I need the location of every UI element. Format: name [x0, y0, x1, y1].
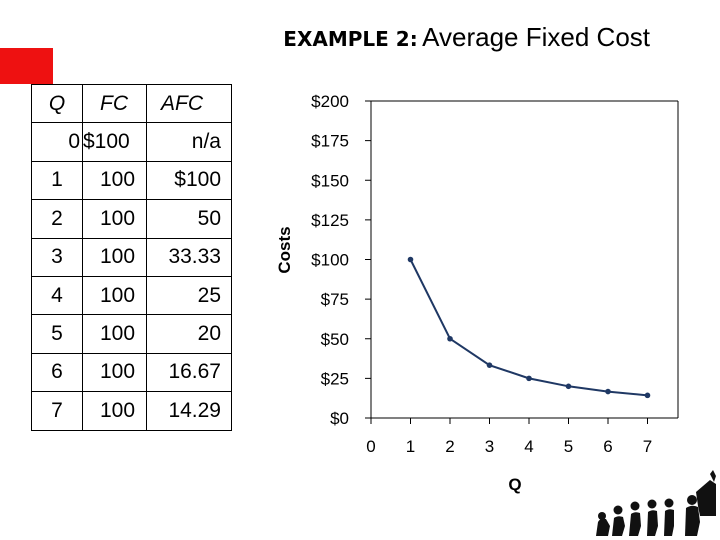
cell-afc: 33.33 — [146, 237, 232, 277]
cell-afc: n/a — [146, 122, 232, 162]
cell-afc: 14.29 — [146, 391, 232, 431]
y-tick-label: $200 — [311, 92, 349, 111]
x-tick-label: 5 — [564, 437, 573, 456]
afc-data-point — [526, 375, 532, 382]
cell-afc: 50 — [146, 199, 232, 239]
y-tick-label: $25 — [321, 369, 349, 388]
afc-data-point — [447, 335, 453, 342]
afc-series-line — [409, 259, 648, 397]
cost-table: Q FC AFC 0 $100 n/a 1 100 $100 2 100 5 0 … — [31, 83, 232, 431]
table-row: 6 100 16.67 — [31, 352, 232, 393]
axes-layer: $0 $25 $50 $75 $100 $125 $150 $175 $200 0 1 2 3 4 5 6 7 — [311, 92, 679, 456]
slide-title: EXAMPLE 2: Average Fixed Cost — [0, 22, 650, 53]
y-tick-label: $175 — [311, 132, 349, 151]
header-q: Q — [31, 83, 83, 124]
table-row: 7 100 14.29 — [31, 391, 232, 431]
cell-q: 3 — [31, 237, 83, 277]
y-tick-label: $0 — [330, 409, 349, 428]
cell-fc: 100 — [82, 275, 147, 316]
table-row: 5 100 20 — [31, 314, 232, 354]
y-tick-label: $50 — [321, 330, 349, 349]
table-row: 4 100 25 — [31, 275, 232, 316]
cell-q: 0 — [31, 122, 83, 162]
cell-q: 4 — [31, 275, 83, 316]
cell-afc: 25 — [146, 275, 232, 316]
x-tick-label: 4 — [524, 437, 533, 456]
table-row: 3 100 33.33 — [31, 237, 232, 277]
table-row: 1 100 $100 — [31, 160, 232, 201]
cell-fc: $100 — [82, 122, 147, 162]
slide-title-prefix: EXAMPLE 2: — [283, 27, 418, 51]
x-tick-label: 6 — [603, 437, 612, 456]
x-tick-label: 1 — [406, 437, 415, 456]
cell-q: 2 — [31, 199, 83, 239]
cell-q: 1 — [31, 160, 83, 201]
y-tick-label: $125 — [311, 211, 349, 230]
cell-q: 5 — [31, 314, 83, 354]
evolution-silhouette-graphic — [596, 470, 716, 536]
cell-fc: 100 — [82, 391, 147, 431]
chart-panel: Costs Q $0 $25 $50 $75 $100 $125 $150 $175 $200 0… — [262, 70, 680, 500]
table-row: 0 $100 n/a — [31, 122, 232, 162]
x-tick-label: 3 — [485, 437, 494, 456]
table-row: 2 100 50 — [31, 199, 232, 239]
x-tick-label: 0 — [366, 437, 375, 456]
cell-afc: 20 — [146, 314, 232, 354]
afc-data-point — [486, 362, 493, 368]
cell-fc: 100 — [82, 199, 147, 239]
cell-q: 7 — [31, 391, 83, 431]
series-layer — [407, 256, 651, 399]
y-tick-label: $150 — [311, 171, 349, 190]
x-tick-label: 7 — [643, 437, 652, 456]
afc-data-point — [644, 392, 651, 399]
afc-chart: Costs Q $0 $25 $50 $75 $100 $125 $150 $175 $200 0… — [275, 92, 679, 494]
x-tick-label: 2 — [445, 437, 454, 456]
cell-fc: 100 — [82, 160, 147, 201]
table-header-row: Q FC AFC — [31, 83, 232, 124]
cell-fc: 100 — [82, 314, 147, 354]
afc-data-point — [407, 256, 414, 263]
y-tick-label: $75 — [321, 290, 349, 309]
cell-afc: 16.67 — [146, 352, 232, 393]
cell-afc: $100 — [146, 160, 232, 201]
cell-fc: 100 — [82, 237, 147, 277]
afc-data-point — [565, 383, 572, 390]
header-afc: AFC — [146, 83, 232, 124]
x-axis-title: Q — [508, 475, 521, 494]
red-accent-box — [0, 48, 53, 84]
slide-title-main: Average Fixed Cost — [422, 22, 650, 52]
y-tick-label: $100 — [311, 251, 349, 270]
afc-data-point — [605, 388, 611, 395]
cell-q: 6 — [31, 352, 83, 393]
header-fc: FC — [82, 83, 147, 124]
cell-fc: 100 — [82, 352, 147, 393]
y-axis-title: Costs — [275, 226, 294, 273]
